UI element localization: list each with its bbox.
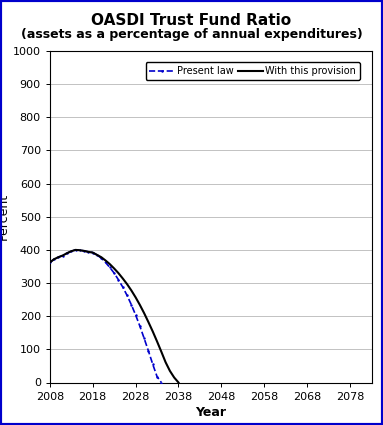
Present law bbox=[155, 374, 159, 379]
Present law bbox=[120, 284, 125, 289]
With this provision bbox=[176, 380, 181, 385]
Present law bbox=[129, 302, 134, 307]
Present law bbox=[112, 271, 116, 276]
Present law bbox=[52, 257, 56, 262]
Present law bbox=[82, 248, 87, 253]
Present law bbox=[69, 249, 74, 254]
Present law bbox=[146, 348, 151, 354]
Present law bbox=[137, 323, 142, 329]
With this provision bbox=[163, 360, 168, 365]
With this provision bbox=[90, 250, 95, 255]
With this provision bbox=[116, 271, 121, 276]
With this provision bbox=[47, 260, 52, 265]
With this provision bbox=[61, 253, 65, 258]
Present law bbox=[56, 255, 61, 260]
With this provision bbox=[65, 251, 69, 256]
Legend: Present law, With this provision: Present law, With this provision bbox=[146, 62, 360, 80]
With this provision bbox=[77, 248, 82, 253]
Present law bbox=[142, 336, 146, 341]
Present law bbox=[116, 277, 121, 282]
Present law bbox=[65, 251, 69, 256]
Present law bbox=[86, 249, 91, 255]
With this provision bbox=[142, 311, 146, 316]
With this provision bbox=[146, 320, 151, 325]
Present law bbox=[61, 253, 65, 258]
Text: (assets as a percentage of annual expenditures): (assets as a percentage of annual expend… bbox=[21, 28, 362, 41]
With this provision bbox=[103, 258, 108, 263]
Present law bbox=[47, 260, 52, 265]
With this provision bbox=[151, 329, 155, 334]
Present law bbox=[103, 260, 108, 265]
With this provision bbox=[133, 295, 138, 300]
With this provision bbox=[168, 368, 172, 374]
Present law bbox=[90, 250, 95, 255]
Line: With this provision: With this provision bbox=[50, 250, 178, 382]
With this provision bbox=[159, 349, 164, 354]
Present law bbox=[73, 247, 78, 252]
With this provision bbox=[56, 255, 61, 260]
With this provision bbox=[137, 302, 142, 307]
Present law bbox=[133, 312, 138, 317]
With this provision bbox=[69, 249, 74, 254]
Present law bbox=[77, 248, 82, 253]
With this provision bbox=[129, 288, 134, 293]
With this provision bbox=[155, 339, 159, 344]
With this provision bbox=[112, 266, 116, 271]
Line: Present law: Present law bbox=[47, 247, 164, 385]
Text: OASDI Trust Fund Ratio: OASDI Trust Fund Ratio bbox=[92, 13, 291, 28]
With this provision bbox=[95, 252, 99, 258]
Y-axis label: Percent: Percent bbox=[0, 193, 10, 240]
Present law bbox=[99, 256, 103, 261]
With this provision bbox=[172, 375, 177, 380]
Present law bbox=[95, 252, 99, 258]
Present law bbox=[151, 362, 155, 367]
Present law bbox=[125, 293, 129, 298]
With this provision bbox=[99, 255, 103, 260]
Present law bbox=[108, 265, 112, 270]
X-axis label: Year: Year bbox=[195, 406, 226, 419]
With this provision bbox=[82, 248, 87, 253]
With this provision bbox=[125, 281, 129, 286]
With this provision bbox=[120, 276, 125, 281]
With this provision bbox=[108, 262, 112, 267]
With this provision bbox=[73, 247, 78, 252]
With this provision bbox=[86, 249, 91, 255]
Present law bbox=[159, 380, 164, 385]
With this provision bbox=[52, 257, 56, 262]
